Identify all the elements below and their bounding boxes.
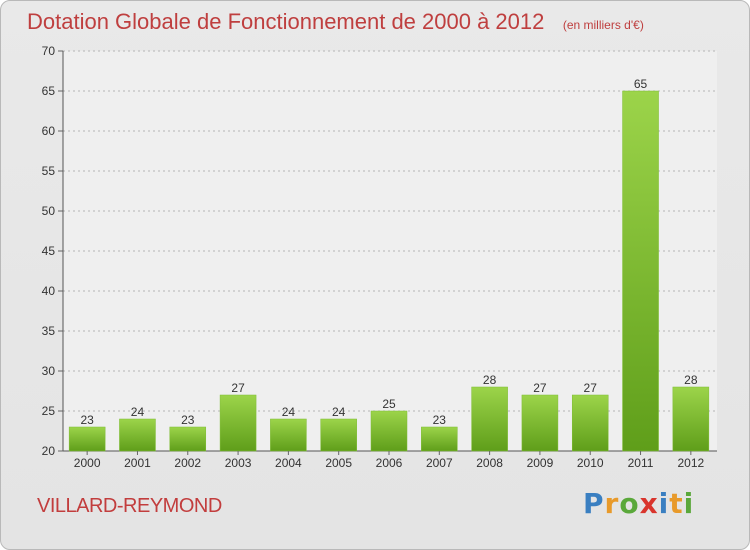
commune-name: VILLARD-REYMOND bbox=[37, 495, 222, 517]
bar bbox=[370, 410, 408, 452]
bar bbox=[521, 394, 559, 452]
x-tick-label: 2001 bbox=[124, 456, 151, 470]
x-tick-label: 2012 bbox=[677, 456, 704, 470]
proxiti-logo: Proxiti bbox=[583, 487, 694, 520]
logo-letter: i bbox=[683, 487, 695, 520]
x-tick-label: 2007 bbox=[426, 456, 453, 470]
bar-value-label: 24 bbox=[131, 405, 145, 419]
x-tick-label: 2011 bbox=[628, 456, 654, 470]
bar bbox=[320, 418, 357, 452]
bar-value-label: 28 bbox=[684, 373, 698, 387]
chart-unit-note: (en milliers d'€) bbox=[562, 18, 644, 32]
x-tick-label: 2000 bbox=[74, 456, 101, 470]
bar bbox=[68, 426, 106, 452]
y-tick-label: 30 bbox=[42, 364, 56, 378]
logo-letter: o bbox=[619, 487, 640, 520]
logo-letter: i bbox=[658, 487, 670, 520]
bar bbox=[622, 90, 659, 452]
bar bbox=[270, 418, 307, 452]
bar-value-label: 24 bbox=[332, 405, 346, 419]
x-tick-label: 2004 bbox=[275, 456, 302, 470]
y-tick-label: 65 bbox=[42, 84, 56, 98]
bar-value-label: 27 bbox=[533, 381, 547, 395]
chart-title: Dotation Globale de Fonctionnement de 20… bbox=[27, 9, 545, 34]
bar bbox=[672, 386, 710, 452]
bar-value-label: 27 bbox=[231, 381, 245, 395]
bar-value-label: 28 bbox=[483, 373, 497, 387]
bar bbox=[571, 394, 609, 452]
x-tick-label: 2009 bbox=[527, 456, 554, 470]
bar bbox=[471, 386, 508, 452]
x-tick-label: 2003 bbox=[225, 456, 252, 470]
y-tick-label: 55 bbox=[42, 164, 56, 178]
y-tick-label: 35 bbox=[42, 324, 56, 338]
logo-letter: t bbox=[669, 487, 684, 520]
bar-value-label: 25 bbox=[382, 397, 396, 411]
y-tick-label: 50 bbox=[42, 204, 56, 218]
bar-value-label: 24 bbox=[282, 405, 296, 419]
title-row: Dotation Globale de Fonctionnement de 20… bbox=[27, 9, 644, 35]
y-tick-label: 70 bbox=[42, 44, 56, 58]
y-tick-label: 25 bbox=[42, 404, 56, 418]
y-tick-label: 40 bbox=[42, 284, 56, 298]
x-tick-label: 2002 bbox=[174, 456, 201, 470]
bar-value-label: 27 bbox=[584, 381, 598, 395]
y-tick-label: 20 bbox=[42, 444, 56, 458]
bar bbox=[119, 418, 156, 452]
bar-value-label: 23 bbox=[80, 413, 94, 427]
bar bbox=[421, 426, 458, 452]
bar bbox=[219, 394, 257, 452]
bar bbox=[169, 426, 207, 452]
bar-value-label: 65 bbox=[634, 77, 648, 91]
y-tick-label: 45 bbox=[42, 244, 56, 258]
logo-letter: r bbox=[604, 487, 620, 520]
x-tick-label: 2005 bbox=[325, 456, 352, 470]
y-tick-label: 60 bbox=[42, 124, 56, 138]
x-tick-label: 2006 bbox=[376, 456, 403, 470]
logo-letter: P bbox=[583, 487, 605, 520]
bar-value-label: 23 bbox=[433, 413, 447, 427]
logo-letter: x bbox=[639, 487, 659, 520]
x-tick-label: 2008 bbox=[476, 456, 503, 470]
x-tick-label: 2010 bbox=[577, 456, 604, 470]
bar-value-label: 23 bbox=[181, 413, 195, 427]
